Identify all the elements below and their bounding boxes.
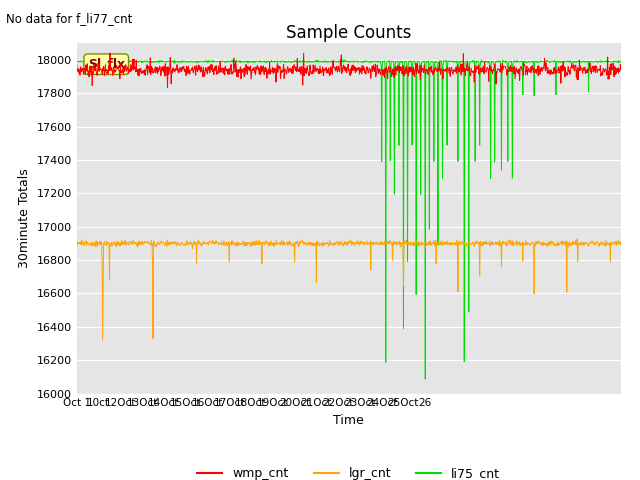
Y-axis label: 30minute Totals: 30minute Totals (18, 168, 31, 268)
Legend: wmp_cnt, lgr_cnt, li75_cnt: wmp_cnt, lgr_cnt, li75_cnt (193, 462, 505, 480)
Title: Sample Counts: Sample Counts (286, 24, 412, 42)
Text: No data for f_li77_cnt: No data for f_li77_cnt (6, 12, 132, 25)
Text: Sl_flx: Sl_flx (88, 58, 125, 71)
X-axis label: Time: Time (333, 414, 364, 427)
